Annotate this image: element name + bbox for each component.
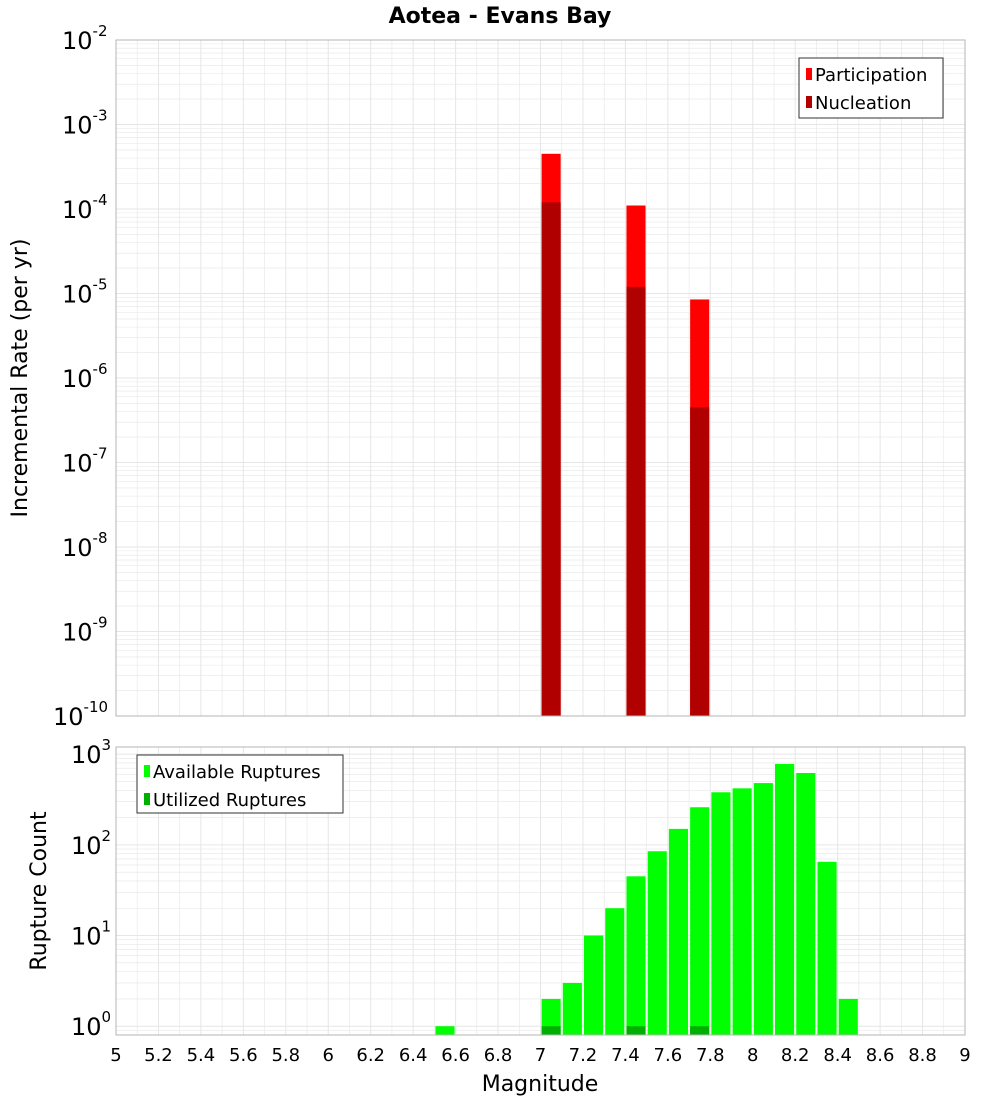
y-tick-label: 10-3	[62, 107, 108, 140]
legend-label-nucleation: Nucleation	[815, 93, 911, 114]
plot-frame	[115, 39, 966, 717]
x-tick-label: 8.4	[823, 1045, 852, 1066]
x-tick-label: 8	[747, 1045, 758, 1066]
x-tick-label: 8.2	[781, 1045, 810, 1066]
legend-swatch-available-ruptures	[144, 765, 150, 777]
legend-label-available-ruptures: Available Ruptures	[153, 762, 321, 783]
bar-available-ruptures	[584, 935, 604, 1035]
x-tick-label: 7.6	[654, 1045, 683, 1066]
y-tick-label: 10-4	[62, 191, 108, 224]
legend-swatch-participation	[806, 68, 812, 80]
x-tick-label: 7.2	[569, 1045, 598, 1066]
x-tick-label: 5.2	[144, 1045, 173, 1066]
bar-available-ruptures	[732, 788, 752, 1035]
x-tick-label: 6.2	[356, 1045, 385, 1066]
legend: Available Ruptures Utilized Ruptures	[136, 754, 344, 814]
y-tick-label: 10-5	[62, 276, 108, 309]
x-tick-label: 7	[535, 1045, 546, 1066]
bar-available-ruptures	[817, 861, 837, 1035]
bar-available-ruptures	[796, 773, 816, 1035]
legend: Participation Nucleation	[798, 57, 944, 119]
x-tick-label: 5.6	[229, 1045, 258, 1066]
x-tick-label: 7.8	[696, 1045, 725, 1066]
y-tick-label: 10-9	[62, 614, 108, 647]
x-tick-label: 6.8	[484, 1045, 513, 1066]
x-tick-label: 6	[323, 1045, 334, 1066]
bar-available-ruptures	[562, 982, 582, 1035]
bar-available-ruptures	[626, 876, 646, 1035]
bar-available-ruptures	[775, 763, 795, 1035]
chart-title: Aotea - Evans Bay	[389, 4, 612, 29]
x-tick-label: 8.8	[908, 1045, 937, 1066]
x-axis-label: Magnitude	[482, 1072, 599, 1097]
y-tick-label: 10-2	[62, 22, 108, 55]
bar-available-ruptures	[690, 807, 710, 1035]
x-tick-label: 5	[110, 1045, 121, 1066]
legend-box	[798, 57, 944, 119]
bar-available-ruptures	[541, 998, 561, 1035]
bar-utilized-ruptures	[626, 1026, 646, 1035]
y-tick-label: 100	[71, 1008, 111, 1041]
bar-available-ruptures	[668, 828, 689, 1035]
bar-available-ruptures	[753, 783, 773, 1035]
plot-frame	[115, 746, 966, 1036]
y-tick-label: 101	[71, 918, 111, 951]
top-y-axis-label: Incremental Rate (per yr)	[8, 239, 33, 518]
legend-label-participation: Participation	[815, 65, 927, 86]
y-tick-label: 10-6	[62, 360, 108, 393]
bar-nucleation	[690, 407, 710, 716]
y-tick-label: 103	[71, 736, 111, 769]
y-tick-label: 10-8	[62, 529, 108, 562]
bar-nucleation	[626, 286, 646, 716]
x-tick-label: 9	[959, 1045, 970, 1066]
x-tick-label: 7.4	[611, 1045, 640, 1066]
legend-swatch-nucleation	[806, 96, 812, 108]
bar-available-ruptures	[435, 1026, 455, 1035]
legend-label-utilized-ruptures: Utilized Ruptures	[153, 790, 306, 811]
bar-available-ruptures	[605, 908, 625, 1035]
x-tick-label: 6.6	[441, 1045, 470, 1066]
bar-available-ruptures	[647, 851, 667, 1035]
bar-utilized-ruptures	[541, 1026, 561, 1035]
x-tick-label: 8.6	[866, 1045, 895, 1066]
bar-nucleation	[541, 202, 561, 716]
y-tick-label: 102	[71, 827, 111, 860]
top-panel-plot: 10-10 10-9 10-8 10-7 10-6 10-5 10-4 10-3 10-2 Par…	[53, 22, 966, 731]
y-tick-label: 10-7	[62, 445, 108, 478]
bottom-panel-plot: 100 101 102 103 5 5.2 5.4 5.6 5.8 6 6.2 6.4 6.6 6.8 7 7…	[71, 736, 971, 1066]
bottom-y-axis-label: Rupture Count	[27, 811, 52, 971]
legend-swatch-utilized-ruptures	[144, 793, 150, 805]
y-tick-label: 10-10	[53, 698, 108, 731]
bar-available-ruptures	[838, 998, 858, 1035]
bar-utilized-ruptures	[690, 1026, 710, 1035]
x-tick-label: 5.4	[187, 1045, 216, 1066]
bar-available-ruptures	[711, 792, 731, 1035]
legend-box	[136, 754, 344, 814]
x-tick-label: 5.8	[271, 1045, 300, 1066]
x-tick-label: 6.4	[399, 1045, 428, 1066]
